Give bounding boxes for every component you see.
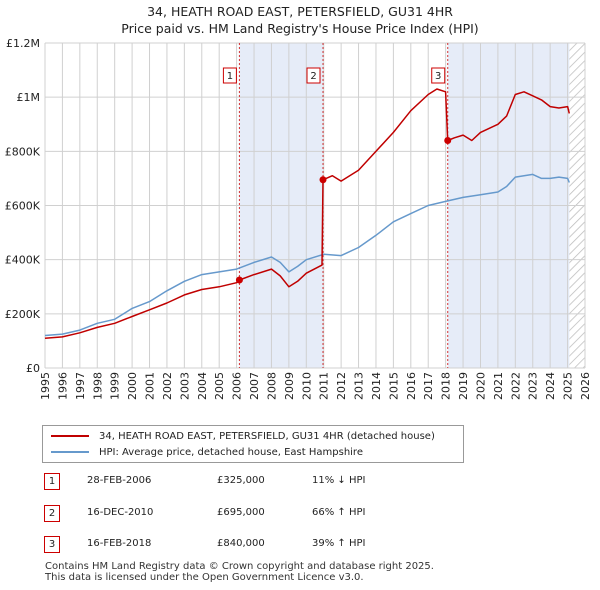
sale-label: 2 [310,71,316,82]
price-chart: 1 2 3 £0 £200K £400K £600K £800K £1M £1.2M 1995 199… [5,37,592,400]
sale-hpi-change: 39% ↑ HPI [312,538,366,549]
x-tick-label: 2002 [161,372,174,400]
x-tick-label: 2024 [544,372,557,400]
y-tick-label: £0 [26,362,40,375]
legend-item-property: 34, HEATH ROAD EAST, PETERSFIELD, GU31 4… [51,429,435,443]
x-tick-label: 2021 [492,372,505,400]
x-tick-label: 2009 [283,372,296,400]
sale-date: 16-DEC-2010 [87,507,154,518]
legend-swatch-hpi [51,451,89,453]
x-tick-label: 2007 [248,372,261,400]
x-tick-label: 2018 [440,372,453,400]
legend: 34, HEATH ROAD EAST, PETERSFIELD, GU31 4… [42,425,464,463]
hpi-series-line [44,173,570,337]
x-tick-label: 2025 [562,372,575,400]
x-tick-label: 2023 [527,372,540,400]
legend-swatch-property [51,435,89,437]
sale-row: 1 28-FEB-2006 £325,000 11% ↓ HPI [42,473,582,491]
footer-copyright: Contains HM Land Registry data © Crown c… [45,561,434,572]
x-tick-label: 2001 [144,372,157,400]
sale-point [235,276,243,284]
chart-title: 34, HEATH ROAD EAST, PETERSFIELD, GU31 4… [147,4,453,19]
x-tick-label: 2019 [457,372,470,400]
x-tick-label: 2008 [265,372,278,400]
x-tick-label: 1997 [74,372,87,400]
sale-price: £840,000 [217,538,265,549]
x-tick-label: 2020 [474,372,487,400]
x-tick-label: 2022 [509,372,522,400]
legend-label-property: 34, HEATH ROAD EAST, PETERSFIELD, GU31 4… [99,430,435,442]
x-tick-label: 1995 [39,372,52,400]
y-tick-label: £200K [5,308,41,321]
sale-label-box [431,67,446,84]
y-tick-label: £1.2M [6,37,40,50]
x-tick-label: 1996 [56,372,69,400]
x-tick-label: 2016 [405,372,418,400]
chart-subtitle: Price paid vs. HM Land Registry's House … [121,21,479,36]
x-tick-label: 2010 [300,372,313,400]
x-tick-label: 2003 [178,372,191,400]
sale-hpi-change: 11% ↓ HPI [312,475,366,486]
x-tick-label: 2005 [213,372,226,400]
x-tick-label: 2013 [353,372,366,400]
x-tick-label: 2015 [387,372,400,400]
sale-marker-badge: 2 [44,505,60,522]
x-tick-label: 2011 [318,372,331,400]
sale-row: 2 16-DEC-2010 £695,000 66% ↑ HPI [42,505,582,523]
sale-date: 16-FEB-2018 [87,538,152,549]
y-tick-label: £400K [5,254,41,267]
x-tick-label: 2000 [126,372,139,400]
sale-label-box [222,67,237,84]
legend-item-hpi: HPI: Average price, detached house, East… [51,445,363,459]
y-tick-label: £600K [5,200,41,213]
x-tick-label: 2026 [579,372,592,400]
sale-hpi-change: 66% ↑ HPI [312,507,366,518]
sale-date: 28-FEB-2006 [87,475,152,486]
legend-label-hpi: HPI: Average price, detached house, East… [99,446,363,458]
sale-price: £695,000 [217,507,265,518]
sale-marker-badge: 1 [44,473,60,490]
x-tick-label: 2006 [231,372,244,400]
x-tick-label: 2014 [370,372,383,400]
x-tick-label: 2017 [422,372,435,400]
y-tick-label: £800K [5,145,41,158]
sale-point [319,176,327,184]
y-tick-label: £1M [17,91,41,104]
x-tick-label: 1998 [91,372,104,400]
sale-label: 3 [435,71,441,82]
x-tick-label: 2004 [196,372,209,400]
property-series-line [44,88,571,339]
x-tick-label: 2012 [335,372,348,400]
x-tick-label: 1999 [109,372,122,400]
sale-point [444,137,452,144]
sale-label-box [306,67,321,84]
sale-row: 3 16-FEB-2018 £840,000 39% ↑ HPI [42,536,582,554]
footer: Contains HM Land Registry data © Crown c… [45,561,434,583]
sale-label: 1 [227,71,233,82]
sale-price: £325,000 [217,475,265,486]
sale-marker-badge: 3 [44,536,60,553]
footer-license: This data is licensed under the Open Gov… [45,572,364,583]
